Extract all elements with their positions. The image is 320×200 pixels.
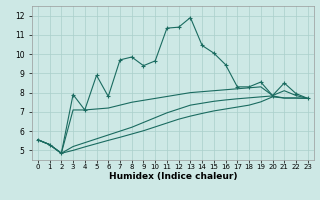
X-axis label: Humidex (Indice chaleur): Humidex (Indice chaleur) xyxy=(108,172,237,181)
